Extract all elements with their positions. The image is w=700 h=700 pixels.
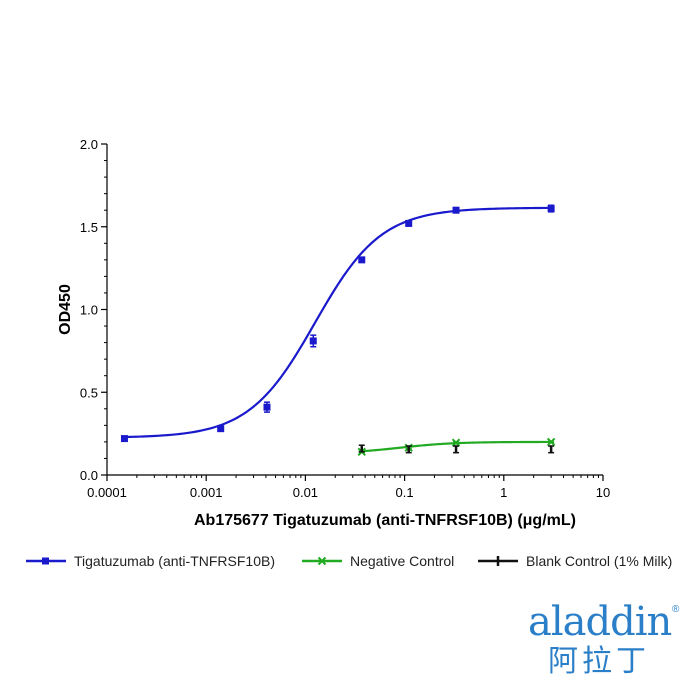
legend-item-negative-control: Negative Control xyxy=(302,550,454,572)
x-tick-label: 0.0001 xyxy=(87,485,127,500)
y-axis-label: OD450 xyxy=(57,284,74,335)
y-tick-label: 0.5 xyxy=(80,385,98,400)
data-point-tigatuzumab xyxy=(217,425,225,433)
x-tick-label: 0.001 xyxy=(190,485,223,500)
data-point-tigatuzumab xyxy=(263,403,271,411)
data-point-tigatuzumab xyxy=(405,219,413,227)
data-point-negative-control xyxy=(451,438,461,447)
chart: 0.0 0.5 1.0 1.5 2.0 0.0001 0.001 0.01 0.1 1 10 Ab17… xyxy=(57,137,610,529)
data-point-tigatuzumab xyxy=(309,337,317,345)
aladdin-logo: aladdin ® 阿拉丁 xyxy=(520,600,690,690)
logo-text-chinese: 阿拉丁 xyxy=(548,644,650,679)
legend-item-tigatuzumab: Tigatuzumab (anti-TNFRSF10B) xyxy=(26,550,275,572)
y-tick-label: 0.0 xyxy=(80,468,98,483)
logo-text: aladdin xyxy=(528,599,672,645)
fit-curve-tigatuzumab xyxy=(124,206,552,439)
legend-swatch-blank-control xyxy=(478,556,518,566)
x-tick-label: 1 xyxy=(500,485,507,500)
data-point-tigatuzumab xyxy=(452,206,460,214)
y-tick-label: 1.5 xyxy=(80,220,98,235)
legend: Tigatuzumab (anti-TNFRSF10B) Negative Co… xyxy=(0,550,700,572)
x-axis-label: Ab175677 Tigatuzumab (anti-TNFRSF10B) (μ… xyxy=(194,512,576,529)
legend-item-blank-control: Blank Control (1% Milk) xyxy=(478,550,672,572)
data-point-tigatuzumab xyxy=(547,205,555,213)
x-tick-label: 10 xyxy=(596,485,610,500)
legend-label-blank-control: Blank Control (1% Milk) xyxy=(526,553,673,569)
legend-swatch-tigatuzumab xyxy=(26,557,66,565)
legend-swatch-negative-control xyxy=(302,556,342,566)
y-tick-label: 1.0 xyxy=(80,303,98,318)
y-tick-label: 2.0 xyxy=(80,137,98,152)
x-tick-label: 0.01 xyxy=(293,485,318,500)
legend-label-negative-control: Negative Control xyxy=(350,553,455,569)
data-point-tigatuzumab xyxy=(358,256,366,264)
data-point-tigatuzumab xyxy=(120,435,128,443)
legend-label-tigatuzumab: Tigatuzumab (anti-TNFRSF10B) xyxy=(74,553,275,569)
data-point-negative-control xyxy=(546,437,556,447)
x-tick-label: 0.1 xyxy=(396,485,414,500)
logo-registered-mark: ® xyxy=(672,604,680,615)
